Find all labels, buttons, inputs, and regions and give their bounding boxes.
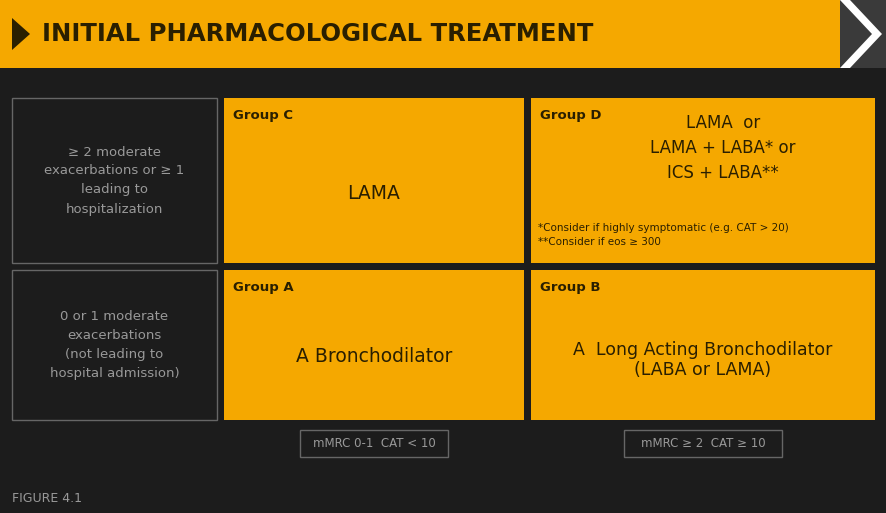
Text: 0 or 1 moderate
exacerbations
(not leading to
hospital admission): 0 or 1 moderate exacerbations (not leadi… — [50, 310, 179, 380]
Polygon shape — [839, 0, 881, 68]
Text: A  Long Acting Bronchodilator: A Long Acting Bronchodilator — [572, 341, 832, 359]
Bar — [12, 270, 217, 420]
Text: LAMA: LAMA — [347, 184, 400, 203]
Text: A Bronchodilator: A Bronchodilator — [295, 347, 452, 366]
Text: Group D: Group D — [540, 109, 601, 122]
Text: mMRC ≥ 2  CAT ≥ 10: mMRC ≥ 2 CAT ≥ 10 — [640, 437, 765, 450]
Bar — [623, 430, 781, 457]
Text: ≥ 2 moderate
exacerbations or ≥ 1
leading to
hospitalization: ≥ 2 moderate exacerbations or ≥ 1 leadin… — [44, 146, 184, 215]
Text: mMRC 0-1  CAT < 10: mMRC 0-1 CAT < 10 — [312, 437, 435, 450]
Text: **Consider if eos ≥ 300: **Consider if eos ≥ 300 — [538, 237, 660, 247]
Text: LAMA  or: LAMA or — [685, 114, 759, 132]
Bar — [224, 270, 524, 420]
Text: *Consider if highly symptomatic (e.g. CAT > 20): *Consider if highly symptomatic (e.g. CA… — [538, 223, 788, 233]
Text: Group A: Group A — [233, 281, 293, 294]
Text: LAMA + LABA* or: LAMA + LABA* or — [649, 139, 795, 157]
Text: ICS + LABA**: ICS + LABA** — [666, 164, 778, 182]
Text: FIGURE 4.1: FIGURE 4.1 — [12, 491, 82, 504]
Text: Group B: Group B — [540, 281, 600, 294]
Text: Group C: Group C — [233, 109, 292, 122]
Bar — [12, 98, 217, 263]
Bar — [299, 430, 447, 457]
Bar — [0, 0, 886, 68]
Bar — [531, 98, 874, 263]
Polygon shape — [12, 18, 30, 50]
Bar — [224, 98, 524, 263]
Bar — [531, 270, 874, 420]
Bar — [839, 0, 886, 68]
Text: (LABA or LAMA): (LABA or LAMA) — [633, 361, 771, 379]
Text: INITIAL PHARMACOLOGICAL TREATMENT: INITIAL PHARMACOLOGICAL TREATMENT — [42, 22, 593, 46]
